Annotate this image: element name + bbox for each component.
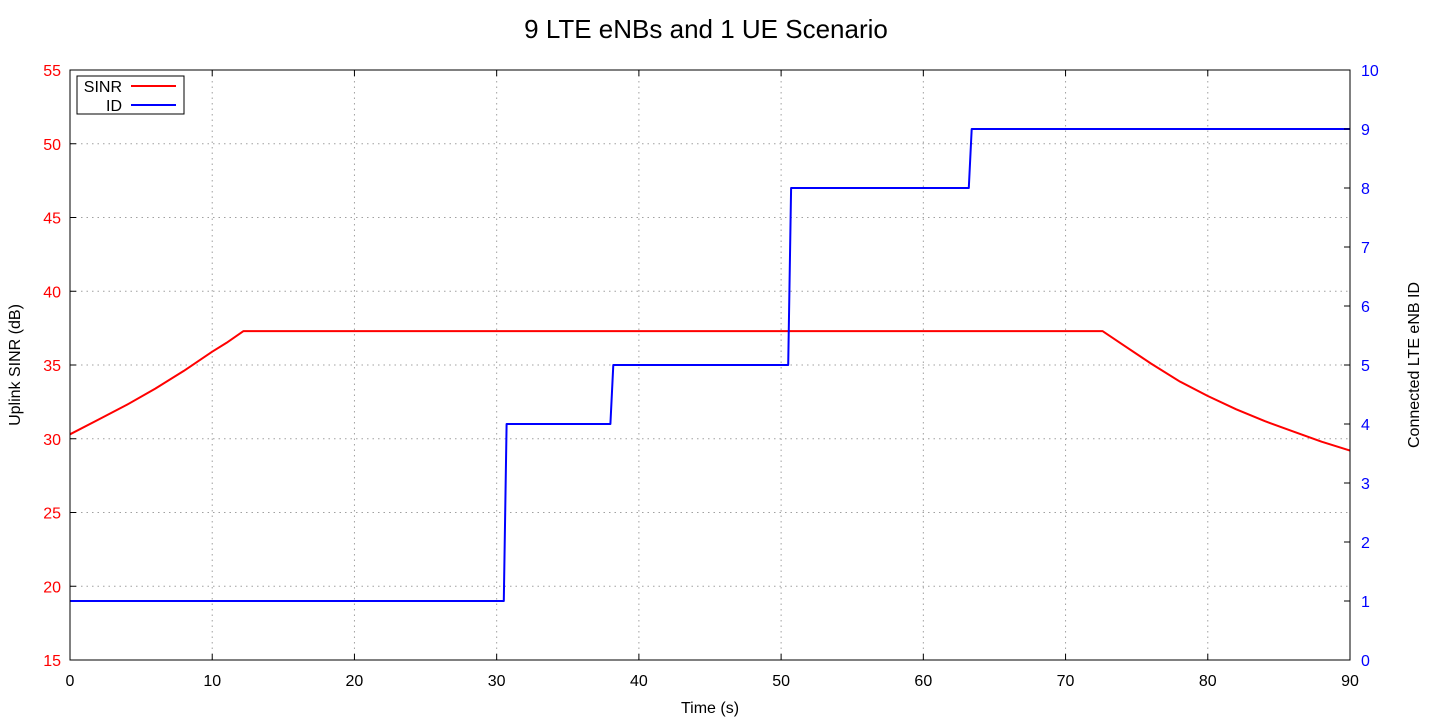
x-tick-label-0: 0 <box>66 673 75 690</box>
x-tick-label-1: 10 <box>203 673 221 690</box>
x-axis-label: Time (s) <box>681 700 739 717</box>
ticks: 0 10 20 30 40 50 60 70 80 90152025303540455055012… <box>43 63 1379 690</box>
legend-label-sinr: SINR <box>84 79 122 96</box>
legend-label-id: ID <box>106 98 122 115</box>
right-tick-label-7: 7 <box>1361 240 1370 257</box>
left-tick-label-3: 30 <box>43 432 61 449</box>
right-tick-label-10: 10 <box>1361 63 1379 80</box>
left-y-axis-label: Uplink SINR (dB) <box>7 304 24 426</box>
left-tick-label-8: 55 <box>43 63 61 80</box>
left-tick-label-1: 20 <box>43 579 61 596</box>
right-tick-label-6: 6 <box>1361 299 1370 316</box>
right-tick-label-3: 3 <box>1361 476 1370 493</box>
legend-box <box>76 75 185 115</box>
series-line-sinr <box>69 330 1351 452</box>
x-tick-label-9: 90 <box>1341 673 1359 690</box>
series-layer <box>69 128 1351 602</box>
x-tick-label-2: 20 <box>346 673 364 690</box>
chart-title: 9 LTE eNBs and 1 UE Scenario <box>524 14 888 44</box>
left-tick-label-4: 35 <box>43 358 61 375</box>
series-line-id <box>70 128 1350 602</box>
x-tick-label-4: 40 <box>630 673 648 690</box>
right-tick-label-5: 5 <box>1361 358 1370 375</box>
right-tick-label-1: 1 <box>1361 594 1370 611</box>
left-tick-label-5: 40 <box>43 284 61 301</box>
x-tick-label-3: 30 <box>488 673 506 690</box>
x-tick-label-8: 80 <box>1199 673 1217 690</box>
right-tick-label-8: 8 <box>1361 181 1370 198</box>
right-tick-label-4: 4 <box>1361 417 1370 434</box>
left-tick-label-6: 45 <box>43 211 61 228</box>
x-tick-label-7: 70 <box>1057 673 1075 690</box>
right-y-axis-label: Connected LTE eNB ID <box>1406 282 1423 448</box>
left-tick-label-7: 50 <box>43 137 61 154</box>
right-tick-label-2: 2 <box>1361 535 1370 552</box>
right-tick-label-0: 0 <box>1361 653 1370 670</box>
x-tick-label-6: 60 <box>914 673 932 690</box>
right-tick-label-9: 9 <box>1361 122 1370 139</box>
left-tick-label-0: 15 <box>43 653 61 670</box>
legend: SINR ID <box>76 75 185 115</box>
left-tick-label-2: 25 <box>43 506 61 523</box>
x-tick-label-5: 50 <box>772 673 790 690</box>
